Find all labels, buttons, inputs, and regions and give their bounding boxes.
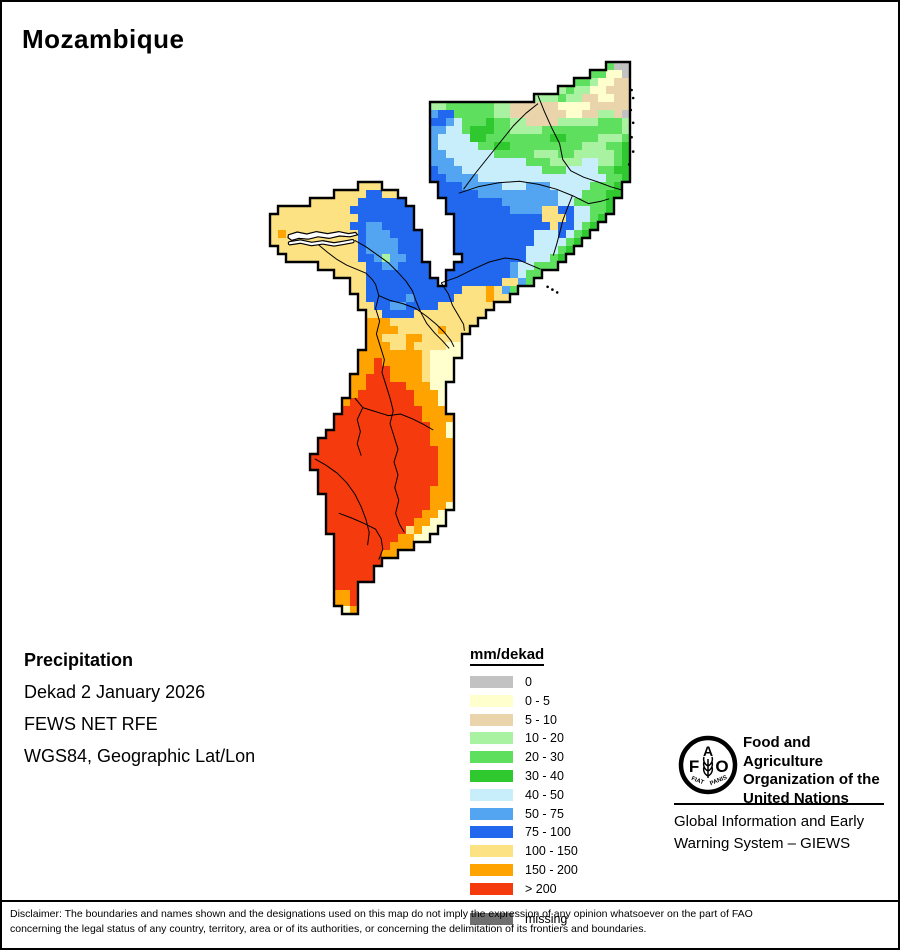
- legend-swatch: [470, 826, 513, 839]
- legend-label: 100 - 150: [525, 844, 578, 859]
- fao-motto-fiat: FIAT: [690, 776, 705, 787]
- legend-item: 30 - 40: [470, 769, 578, 783]
- legend-label: 30 - 40: [525, 768, 564, 783]
- legend-swatch: [470, 845, 513, 858]
- legend-swatch: [470, 807, 513, 820]
- legend-item: 20 - 30: [470, 750, 578, 764]
- legend-label: > 200: [525, 881, 557, 896]
- legend-item: 50 - 75: [470, 807, 578, 821]
- legend-item: 150 - 200: [470, 863, 578, 877]
- legend-item: > 200: [470, 882, 578, 896]
- legend-item: 0: [470, 675, 578, 689]
- legend-swatch: [470, 788, 513, 801]
- legend-swatch: [470, 769, 513, 782]
- legend-swatch: [470, 676, 513, 688]
- legend-swatch: [470, 863, 513, 876]
- legend-swatch: [470, 713, 513, 726]
- legend-label: 0: [525, 675, 532, 689]
- projection-label: WGS84, Geographic Lat/Lon: [24, 746, 256, 766]
- legend-title: mm/dekad: [470, 646, 545, 666]
- source-label: FEWS NET RFE: [24, 714, 158, 734]
- legend: mm/dekad 0 0 - 5 5 - 10 10 - 20 20 - 30 30 - …: [470, 646, 578, 931]
- legend-label: 150 - 200: [525, 862, 578, 877]
- legend-label: 40 - 50: [525, 787, 564, 802]
- legend-label: 20 - 30: [525, 750, 564, 765]
- legend-item: 40 - 50: [470, 788, 578, 802]
- legend-label: 50 - 75: [525, 806, 564, 821]
- lake-cahora-bassa: [287, 230, 359, 242]
- legend-label: missing: [525, 911, 568, 926]
- legend-swatch: [470, 732, 513, 745]
- legend-item: missing: [470, 912, 578, 926]
- map-info-block: Precipitation Dekad 2 January 2026 FEWS …: [24, 650, 255, 778]
- fao-letter-o: O: [715, 757, 728, 776]
- legend-item: 5 - 10: [470, 713, 578, 727]
- giews-label: Global Information and Early Warning Sys…: [674, 813, 865, 852]
- legend-swatch: [470, 751, 513, 764]
- fao-divider: [674, 803, 884, 805]
- legend-swatch: [470, 882, 513, 895]
- disclaimer: Disclaimer: The boundaries and names sho…: [2, 900, 898, 936]
- fao-org-name: Food and Agriculture Organization of the…: [743, 734, 880, 807]
- fao-logo-icon: F O A FIAT PANIS: [678, 735, 738, 795]
- legend-swatch: [470, 912, 513, 925]
- legend-swatch: [470, 694, 513, 707]
- dekad-label: Dekad 2 January 2026: [24, 682, 206, 702]
- wheat-ear-icon: [702, 756, 714, 778]
- legend-item: 0 - 5: [470, 694, 578, 708]
- legend-item: 10 - 20: [470, 731, 578, 745]
- legend-item: 75 - 100: [470, 825, 578, 839]
- legend-label: 10 - 20: [525, 731, 564, 746]
- legend-label: 75 - 100: [525, 825, 571, 840]
- product-name: Precipitation: [24, 650, 134, 670]
- legend-items: 0 0 - 5 5 - 10 10 - 20 20 - 30 30 - 40 40 - 50…: [470, 675, 578, 926]
- legend-label: 0 - 5: [525, 693, 551, 708]
- fao-letter-f: F: [689, 757, 699, 776]
- legend-label: 5 - 10: [525, 712, 557, 727]
- fao-letter-a: A: [703, 743, 713, 759]
- page-title: Mozambique: [22, 24, 185, 54]
- legend-item: 100 - 150: [470, 844, 578, 858]
- fao-footer: F O A FIAT PANIS Food and Agriculture Or…: [672, 729, 888, 859]
